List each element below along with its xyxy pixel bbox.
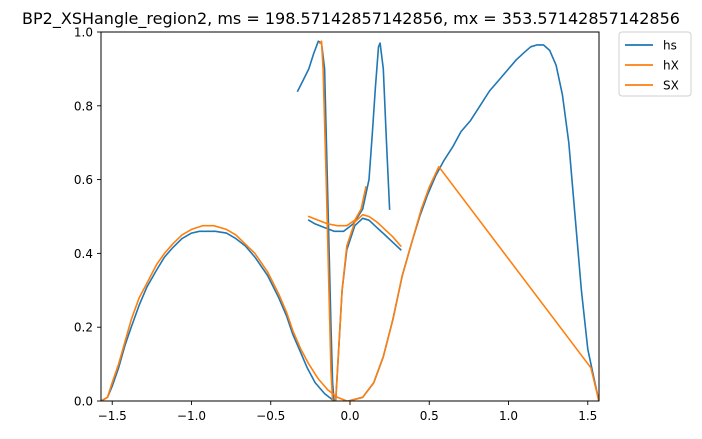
legend-label-hs: hs: [663, 39, 677, 53]
x-tick-label: 0.0: [340, 409, 359, 423]
y-tick-label: 0.0: [74, 395, 93, 409]
x-tick-label: −1.0: [177, 409, 206, 423]
series-line-SX-0: [334, 213, 402, 401]
x-tick-label: 1.5: [578, 409, 597, 423]
x-tick-label: −1.5: [98, 409, 127, 423]
series-line-hX-0: [101, 224, 348, 401]
series-line-hs-3: [334, 217, 402, 401]
y-tick-label: 1.0: [74, 26, 93, 40]
legend-frame: [618, 31, 692, 97]
y-tick-label: 0.2: [74, 321, 93, 335]
legend: hs hX SX: [618, 31, 692, 97]
x-axis: −1.5 −1.0 −0.5 0.0 0.5 1.0 1.5: [98, 401, 597, 423]
series-line-hX-2: [307, 186, 367, 227]
chart-title: BP2_XSHangle_region2, ms = 198.571428571…: [22, 9, 680, 29]
x-tick-label: 0.5: [420, 409, 439, 423]
plot-frame: [100, 31, 600, 402]
legend-label-SX: SX: [663, 79, 679, 93]
series-line-hX-1: [318, 40, 334, 401]
x-tick-label: 1.0: [499, 409, 518, 423]
legend-label-hX: hX: [663, 59, 679, 73]
series-line-hs-1: [296, 40, 335, 401]
plot-area: [100, 31, 600, 402]
series-line-hs-2: [307, 42, 391, 233]
y-tick-label: 0.8: [74, 99, 93, 113]
series-lines: [101, 40, 599, 401]
x-tick-label: −0.5: [256, 409, 285, 423]
series-line-SX-1: [347, 165, 599, 401]
y-axis: 0.0 0.2 0.4 0.6 0.8 1.0: [74, 26, 101, 409]
y-tick-label: 0.6: [74, 173, 93, 187]
y-tick-label: 0.4: [74, 247, 93, 261]
series-line-hs-0: [101, 230, 336, 401]
